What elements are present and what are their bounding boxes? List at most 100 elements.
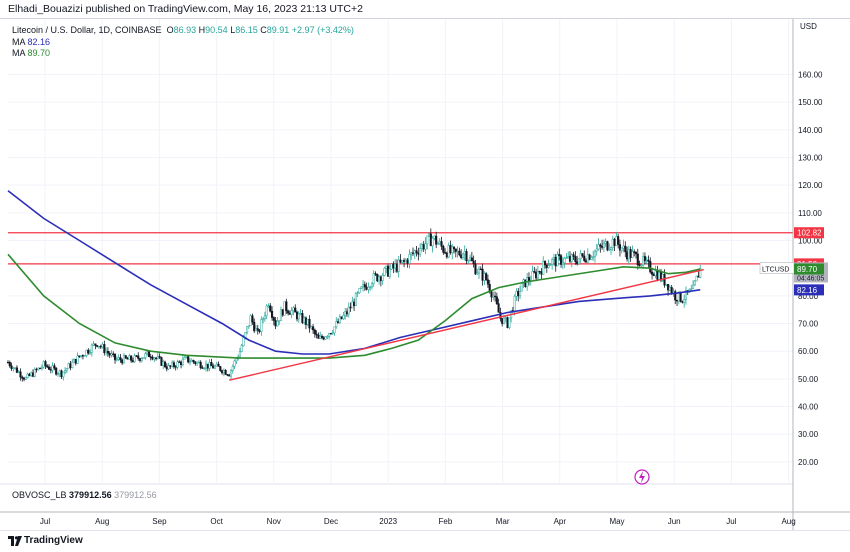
candle-body: [651, 271, 654, 275]
ma2-label: MA: [12, 48, 26, 58]
candle-body: [176, 361, 179, 368]
candle-body: [270, 310, 274, 318]
candle-body: [392, 263, 395, 269]
candle-body: [383, 267, 386, 276]
candle-body: [378, 276, 381, 282]
candle-body: [429, 233, 432, 247]
y-tick-label: 140.00: [798, 126, 823, 135]
candle-body: [113, 353, 117, 361]
candle-body: [94, 343, 97, 346]
candle-body: [354, 293, 357, 306]
candle-body: [485, 273, 488, 280]
candle-body: [6, 362, 10, 364]
candle-body: [96, 345, 99, 347]
candle-body: [692, 284, 695, 289]
candle-body: [395, 263, 398, 272]
candle-body: [518, 290, 522, 297]
candle-body: [115, 358, 118, 361]
candle-body: [26, 373, 29, 378]
y-tick-label: 20.00: [798, 458, 819, 467]
x-tick-label: Mar: [496, 517, 510, 526]
candle-body: [233, 360, 236, 367]
candle-body: [663, 274, 666, 286]
y-tick-label: 110.00: [798, 209, 822, 218]
candle-body: [433, 235, 436, 239]
candle-body: [568, 256, 572, 262]
candle-body: [190, 360, 193, 363]
candle-body: [420, 244, 423, 249]
candle-body: [160, 357, 163, 366]
candle-body: [583, 255, 586, 261]
candle-body: [460, 254, 463, 259]
candle-body: [558, 254, 561, 256]
candle-body: [586, 254, 589, 263]
candle-body: [620, 247, 623, 251]
candle-body: [110, 353, 113, 356]
lightning-icon[interactable]: [634, 469, 650, 485]
candle-body: [137, 355, 140, 359]
candle-body: [320, 335, 324, 338]
candle-body: [151, 356, 154, 360]
candle-body: [246, 326, 249, 333]
candle-body: [105, 350, 108, 353]
candle-body: [426, 235, 429, 244]
candle-body: [46, 365, 49, 368]
candle-body: [126, 357, 129, 360]
candle-body: [458, 250, 461, 256]
candle-body: [540, 271, 543, 275]
candle-body: [501, 318, 504, 324]
candle-body: [517, 291, 520, 297]
candle-body: [287, 310, 290, 314]
candle-body: [617, 236, 620, 245]
change-value: +2.97 (+3.42%): [291, 25, 354, 35]
candle-body: [463, 251, 466, 255]
candle-body: [181, 358, 184, 366]
candle-body: [567, 256, 570, 259]
candle-body: [238, 351, 241, 358]
ma2-legend[interactable]: MA 89.70: [12, 48, 50, 58]
candle-body: [404, 259, 407, 262]
candle-body: [679, 291, 682, 302]
candle-body: [108, 352, 111, 356]
candle-body: [8, 362, 11, 367]
candle-body: [42, 361, 45, 368]
symbol-name: Litecoin / U.S. Dollar, 1D, COINBASE: [12, 25, 162, 35]
candle-body: [399, 259, 402, 263]
candle-body: [397, 259, 400, 272]
candle-body: [203, 367, 206, 370]
candle-body: [304, 317, 307, 325]
candle-body: [215, 363, 218, 367]
candle-body: [658, 272, 661, 280]
candle-body: [313, 329, 316, 335]
candle-body: [618, 244, 621, 251]
y-tick-label: 160.00: [798, 71, 823, 80]
candle-body: [506, 317, 509, 328]
candle-body: [668, 287, 671, 291]
candle-body: [90, 344, 93, 353]
candle-body: [338, 316, 341, 324]
candle-body: [31, 372, 35, 377]
candle-body: [130, 355, 133, 361]
candle-body: [272, 317, 275, 321]
obv-legend[interactable]: OBVOSC_LB 379912.56 379912.56: [12, 490, 157, 500]
candle-body: [62, 371, 65, 378]
x-tick-label: Dec: [324, 517, 338, 526]
candle-body: [71, 361, 74, 368]
candle-body: [317, 334, 320, 339]
y-axis-unit: USD: [800, 22, 817, 31]
ma1-legend[interactable]: MA 82.16: [12, 37, 50, 47]
candle-body: [401, 260, 404, 263]
candle-body: [427, 233, 431, 237]
candle-body: [634, 251, 638, 255]
price-chart[interactable]: USD 20.00 30.00 40.00 50.00 60.00 70.00 80.00 10…: [0, 19, 850, 531]
chart-area[interactable]: USD 20.00 30.00 40.00 50.00 60.00 70.00 80.00 10…: [0, 18, 850, 531]
candle-body: [549, 264, 552, 266]
candle-body: [333, 326, 336, 334]
candle-body: [449, 245, 452, 254]
x-tick-label: Jul: [40, 517, 50, 526]
price-tag-countdown: 04:46:05: [797, 275, 824, 282]
candle-body: [37, 367, 40, 371]
candle-body: [310, 326, 313, 329]
candle-body: [699, 268, 702, 278]
candle-body: [406, 259, 409, 264]
